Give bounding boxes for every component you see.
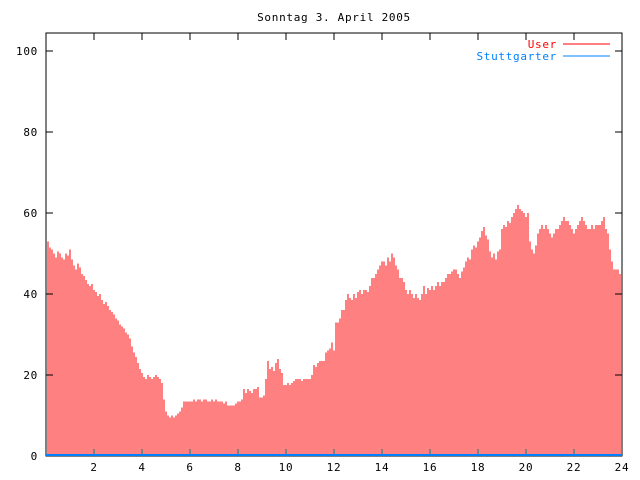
y-tick-label: 60 <box>23 207 38 220</box>
x-tick-label: 10 <box>279 461 294 474</box>
x-tick-label: 4 <box>138 461 145 474</box>
y-tick-label: 100 <box>16 45 38 58</box>
x-tick-label: 6 <box>186 461 193 474</box>
legend: User Stuttgarter <box>476 38 610 63</box>
x-tick-label: 18 <box>471 461 486 474</box>
x-tick-label: 2 <box>90 461 97 474</box>
x-tick-label: 8 <box>234 461 241 474</box>
x-tick-label: 22 <box>567 461 582 474</box>
x-tick-label: 12 <box>327 461 342 474</box>
y-tick-label: 40 <box>23 288 38 301</box>
x-tick-label: 20 <box>519 461 534 474</box>
legend-user-label: User <box>528 38 557 51</box>
x-tick-label: 24 <box>615 461 630 474</box>
user-series-bars <box>47 204 623 456</box>
y-tick-label: 20 <box>23 369 38 382</box>
y-tick-label: 80 <box>23 126 38 139</box>
y-tick-label: 0 <box>31 450 38 463</box>
chart-title: Sonntag 3. April 2005 <box>257 11 411 24</box>
legend-stuttgarter-label: Stuttgarter <box>476 50 557 63</box>
x-tick-label: 14 <box>375 461 390 474</box>
x-tick-label: 16 <box>423 461 438 474</box>
